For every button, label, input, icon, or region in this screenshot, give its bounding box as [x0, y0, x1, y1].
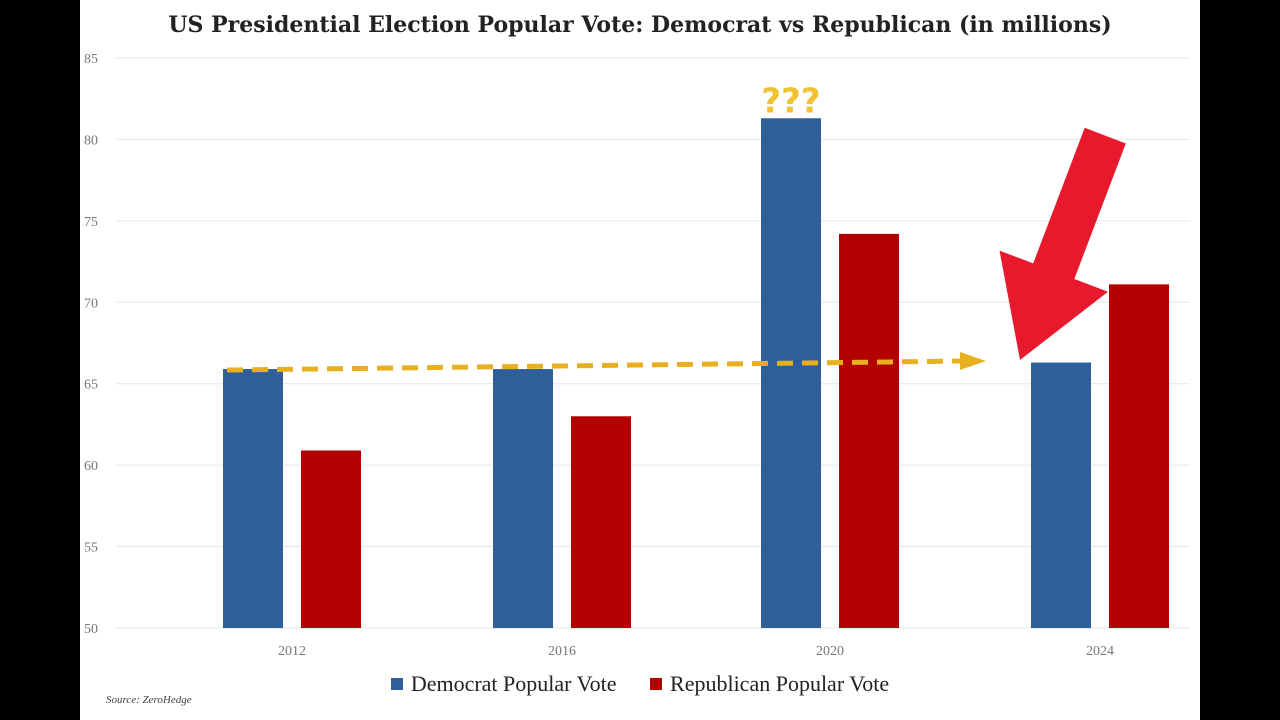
bar-democrat-2024 — [1031, 362, 1091, 628]
question-marks-annotation: ??? — [761, 81, 820, 121]
y-tick-label: 50 — [84, 622, 98, 637]
legend-label-republican: Republican Popular Vote — [670, 671, 890, 696]
trend-arrowhead — [960, 352, 986, 371]
legend-item-democrat: Democrat Popular Vote — [390, 671, 617, 697]
y-tick-label: 55 — [84, 541, 98, 556]
bar-democrat-2016 — [493, 369, 553, 628]
trend-dashed-line — [226, 358, 963, 373]
bar-republican-2016 — [571, 416, 631, 628]
bar-democrat-2020 — [761, 118, 821, 628]
y-tick-label: 75 — [84, 215, 98, 230]
source-note: Source: ZeroHedge — [106, 694, 192, 706]
gridlines — [116, 57, 1190, 629]
y-tick-label: 70 — [84, 296, 98, 311]
y-tick-label: 60 — [84, 459, 98, 474]
legend: Democrat Popular Vote Republican Popular… — [80, 670, 1200, 697]
red-arrow-icon — [999, 127, 1126, 360]
y-axis: 50 55 60 65 70 75 80 85 — [84, 52, 98, 637]
legend-swatch-republican — [650, 678, 663, 690]
legend-swatch-democrat — [390, 678, 403, 690]
chart-canvas: 50 55 60 65 70 75 80 85 2012 2016 2020 2024 ??? — [84, 52, 1190, 659]
x-axis: 2012 2016 2020 2024 — [278, 644, 1114, 659]
chart-frame: US Presidential Election Popular Vote: D… — [80, 0, 1200, 720]
chart-title: US Presidential Election Popular Vote: D… — [168, 12, 1112, 38]
legend-item-republican: Republican Popular Vote — [650, 671, 889, 697]
x-tick-label: 2020 — [816, 644, 844, 659]
bar-republican-2024 — [1109, 284, 1169, 628]
bars — [223, 118, 1169, 628]
y-tick-label: 85 — [84, 52, 98, 67]
x-tick-label: 2024 — [1086, 644, 1114, 659]
x-tick-label: 2012 — [278, 644, 306, 659]
bar-republican-2020 — [839, 233, 899, 628]
y-tick-label: 80 — [84, 133, 98, 148]
bar-republican-2012 — [301, 450, 361, 628]
x-tick-label: 2016 — [548, 644, 576, 659]
bar-democrat-2012 — [223, 369, 283, 628]
annotations: ??? — [226, 81, 1126, 373]
y-tick-label: 65 — [84, 378, 98, 393]
legend-label-democrat: Democrat Popular Vote — [410, 671, 617, 696]
